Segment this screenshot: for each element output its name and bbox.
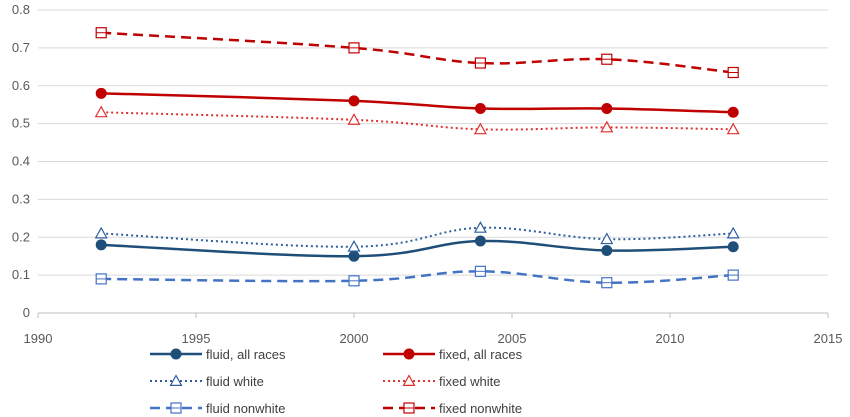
x-tick-label: 2010: [656, 331, 685, 346]
x-tick-label: 1990: [24, 331, 53, 346]
data-point: [600, 120, 614, 133]
data-point: [348, 95, 360, 107]
data-point: [95, 87, 107, 99]
legend-label: fixed white: [439, 374, 500, 389]
series-line: [101, 111, 734, 131]
series-line: [101, 31, 734, 74]
data-point: [727, 241, 739, 253]
y-tick-label: 0.2: [12, 229, 30, 244]
series-fixed-white: [94, 105, 740, 135]
data-point: [601, 245, 613, 257]
legend-label: fluid white: [206, 374, 264, 389]
y-tick-label: 0.5: [12, 116, 30, 131]
legend-label: fixed, all races: [439, 347, 523, 362]
data-point: [601, 102, 613, 114]
x-tick-label: 2015: [814, 331, 843, 346]
data-point: [348, 275, 360, 287]
y-tick-label: 0.8: [12, 2, 30, 17]
y-tick-label: 0.4: [12, 154, 30, 169]
y-tick-label: 0: [23, 305, 30, 320]
y-tick-label: 0.7: [12, 40, 30, 55]
data-point: [727, 269, 739, 281]
y-tick-label: 0.6: [12, 78, 30, 93]
data-point: [95, 273, 107, 285]
legend-item: fluid nonwhite: [150, 401, 286, 416]
legend-item: fixed nonwhite: [383, 401, 522, 416]
legend-marker: [169, 374, 183, 386]
legend-item: fluid white: [150, 374, 264, 389]
legend-label: fluid, all races: [206, 347, 286, 362]
data-point: [601, 277, 613, 289]
data-point: [473, 221, 487, 233]
data-point: [601, 53, 613, 65]
series-line: [101, 270, 734, 284]
legend-marker: [402, 374, 416, 386]
y-tick-label: 0.1: [12, 267, 30, 282]
data-point: [347, 239, 361, 252]
series-line: [101, 92, 734, 114]
x-tick-label: 2005: [498, 331, 527, 346]
legend-item: fluid, all races: [150, 347, 286, 362]
x-tick-label: 2000: [340, 331, 369, 346]
data-point: [474, 235, 486, 247]
legend-marker: [170, 402, 182, 414]
legend-item: fixed white: [383, 374, 500, 389]
series-fluid-nonwhite: [95, 265, 739, 289]
data-point: [348, 250, 360, 262]
series-fixed-nonwhite: [95, 27, 739, 79]
data-point: [474, 57, 486, 69]
data-point: [95, 27, 107, 39]
data-point: [727, 66, 739, 79]
legend-marker: [170, 348, 182, 360]
legend-label: fixed nonwhite: [439, 401, 522, 416]
x-tick-label: 1995: [182, 331, 211, 346]
data-point: [95, 239, 107, 251]
series-fluid-all-races: [95, 235, 739, 262]
data-point: [94, 105, 108, 118]
data-point: [473, 122, 487, 135]
data-point: [726, 122, 740, 135]
legend-marker: [403, 348, 415, 360]
data-point: [726, 226, 740, 239]
legend-label: fluid nonwhite: [206, 401, 286, 416]
y-tick-label: 0.3: [12, 191, 30, 206]
legend-marker: [403, 402, 415, 414]
series-line: [101, 226, 734, 248]
series-fluid-white: [94, 221, 740, 252]
data-point: [348, 42, 360, 54]
data-point: [727, 106, 739, 118]
series-line: [101, 239, 734, 258]
data-point: [94, 226, 108, 239]
series-fixed-all-races: [95, 87, 739, 118]
data-point: [474, 102, 486, 114]
data-point: [474, 265, 486, 277]
data-point: [600, 232, 614, 245]
legend-item: fixed, all races: [383, 347, 523, 362]
data-point: [347, 113, 361, 125]
